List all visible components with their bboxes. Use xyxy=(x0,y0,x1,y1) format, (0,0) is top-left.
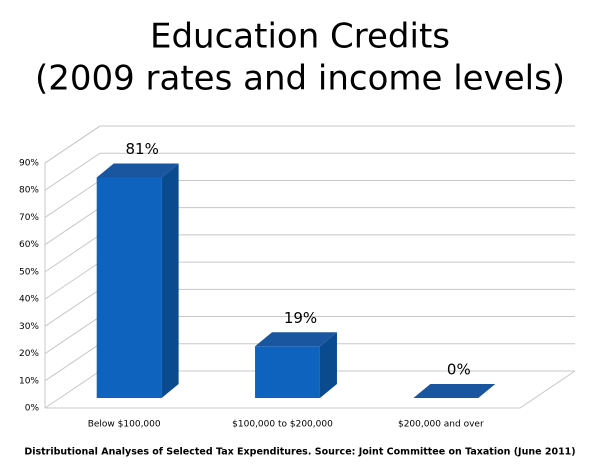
grid-line xyxy=(44,152,575,191)
value-label: 19% xyxy=(284,309,317,327)
bar xyxy=(255,332,337,398)
source-note: Distributional Analyses of Selected Tax … xyxy=(24,447,575,458)
bar-front xyxy=(255,346,320,398)
bar-side xyxy=(319,332,337,398)
y-tick-label: 60% xyxy=(19,240,39,250)
y-tick-label: 70% xyxy=(19,213,39,223)
bar-top xyxy=(96,163,179,178)
y-tick-label: 30% xyxy=(19,322,39,332)
y-tick-label: 80% xyxy=(19,186,39,196)
y-tick-label: 90% xyxy=(19,159,39,169)
left-wall xyxy=(44,125,101,408)
bar-top xyxy=(413,384,496,398)
x-tick-label: $200,000 and over xyxy=(398,420,484,430)
y-tick-label: 0% xyxy=(25,404,40,414)
value-label: 81% xyxy=(125,140,158,158)
bar-front xyxy=(96,177,162,398)
bar-side xyxy=(161,163,179,398)
chart-title: Education Credits xyxy=(150,17,450,57)
bar-top xyxy=(255,332,337,347)
bar xyxy=(413,384,496,398)
value-label: 0% xyxy=(447,361,471,379)
bar xyxy=(96,163,179,398)
x-tick-label: Below $100,000 xyxy=(88,420,161,430)
y-tick-label: 10% xyxy=(19,376,39,386)
y-tick-label: 20% xyxy=(19,349,39,359)
y-tick-label: 40% xyxy=(19,295,39,305)
x-tick-label: $100,000 to $200,000 xyxy=(232,420,333,430)
floor xyxy=(45,370,576,409)
chart-subtitle: (2009 rates and income levels) xyxy=(35,59,565,99)
grid-line xyxy=(44,125,575,164)
y-tick-label: 50% xyxy=(19,267,39,277)
